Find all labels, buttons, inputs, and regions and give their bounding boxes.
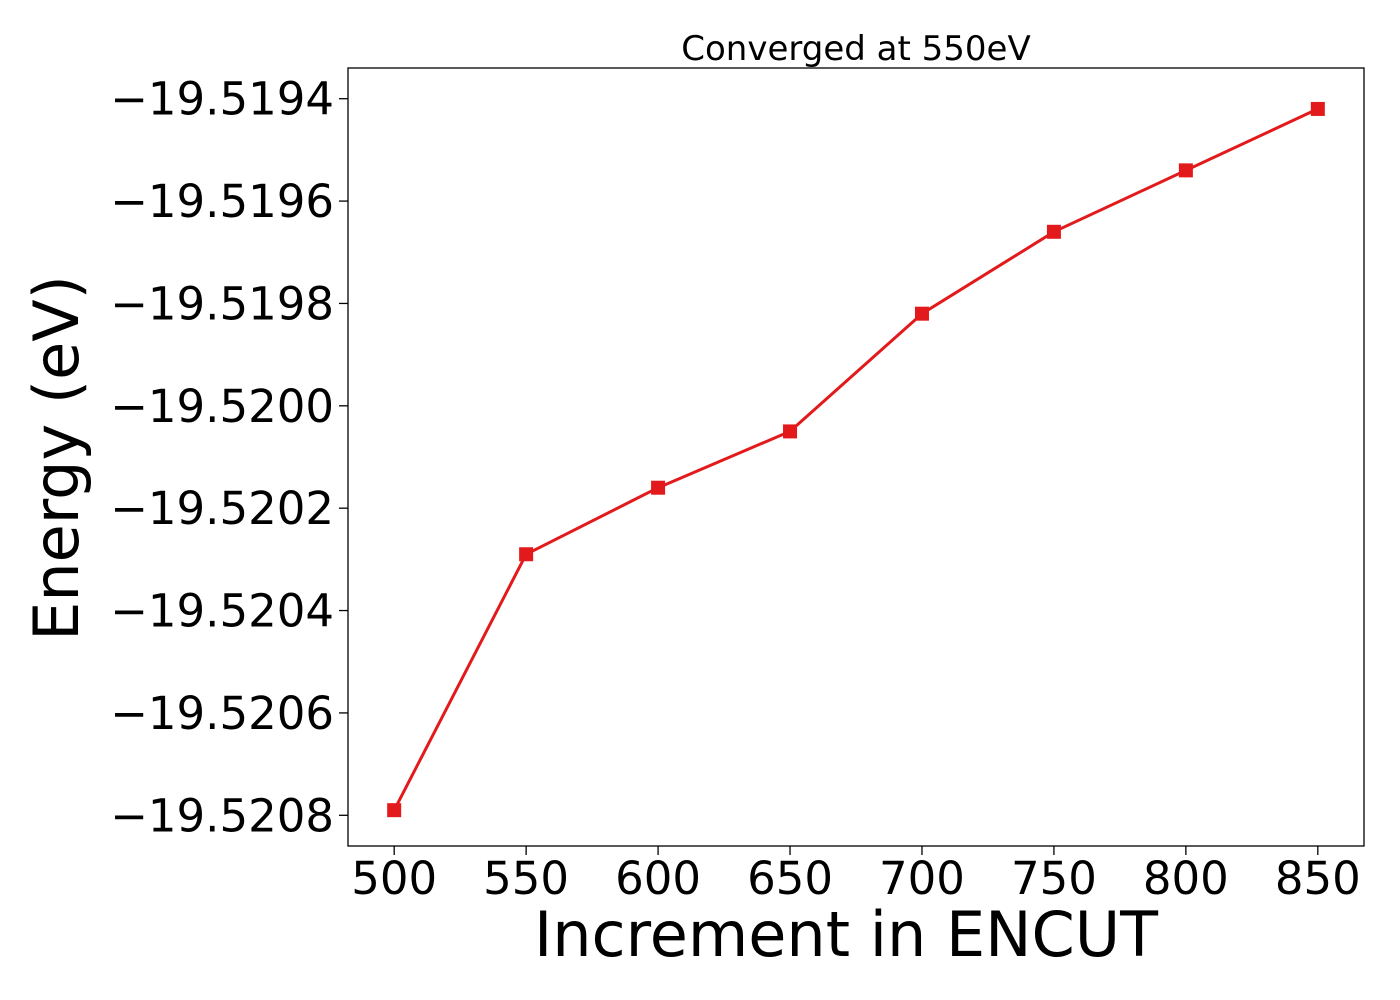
series-markers bbox=[387, 101, 1325, 818]
data-point bbox=[1310, 101, 1325, 116]
y-tick-label: −19.5206 bbox=[110, 687, 334, 740]
x-tick-label: 700 bbox=[879, 852, 965, 905]
chart-title: Converged at 550eV bbox=[681, 29, 1030, 69]
x-tick-label: 500 bbox=[351, 852, 437, 905]
plot-area-frame bbox=[347, 67, 1365, 847]
y-tick-label: −19.5202 bbox=[110, 482, 334, 535]
y-axis-label: Energy (eV) bbox=[20, 275, 93, 641]
y-axis: −19.5208 −19.5206 −19.5204 −19.5202 −19.5200… bbox=[110, 73, 348, 842]
y-tick-label: −19.5194 bbox=[110, 73, 334, 126]
data-point bbox=[519, 547, 534, 562]
x-axis-label: Increment in ENCUT bbox=[534, 898, 1159, 971]
x-tick-label: 650 bbox=[747, 852, 833, 905]
x-tick-label: 600 bbox=[615, 852, 701, 905]
y-tick-label: −19.5198 bbox=[110, 277, 334, 330]
data-point bbox=[914, 306, 929, 321]
data-point bbox=[1046, 224, 1061, 239]
x-tick-label: 550 bbox=[483, 852, 569, 905]
data-point bbox=[387, 803, 402, 818]
y-tick-label: −19.5208 bbox=[110, 789, 334, 842]
data-point bbox=[783, 424, 798, 439]
x-tick-label: 750 bbox=[1011, 852, 1097, 905]
x-axis: 500 550 600 650 700 750 800 850 bbox=[351, 846, 1361, 905]
y-tick-label: −19.5204 bbox=[110, 585, 334, 638]
series-line bbox=[392, 107, 1319, 811]
y-tick-label: −19.5196 bbox=[110, 175, 334, 228]
x-tick-label: 850 bbox=[1275, 852, 1361, 905]
y-tick-label: −19.5200 bbox=[110, 380, 334, 433]
data-point bbox=[1178, 163, 1193, 178]
x-tick-label: 800 bbox=[1143, 852, 1229, 905]
data-point bbox=[651, 480, 666, 495]
